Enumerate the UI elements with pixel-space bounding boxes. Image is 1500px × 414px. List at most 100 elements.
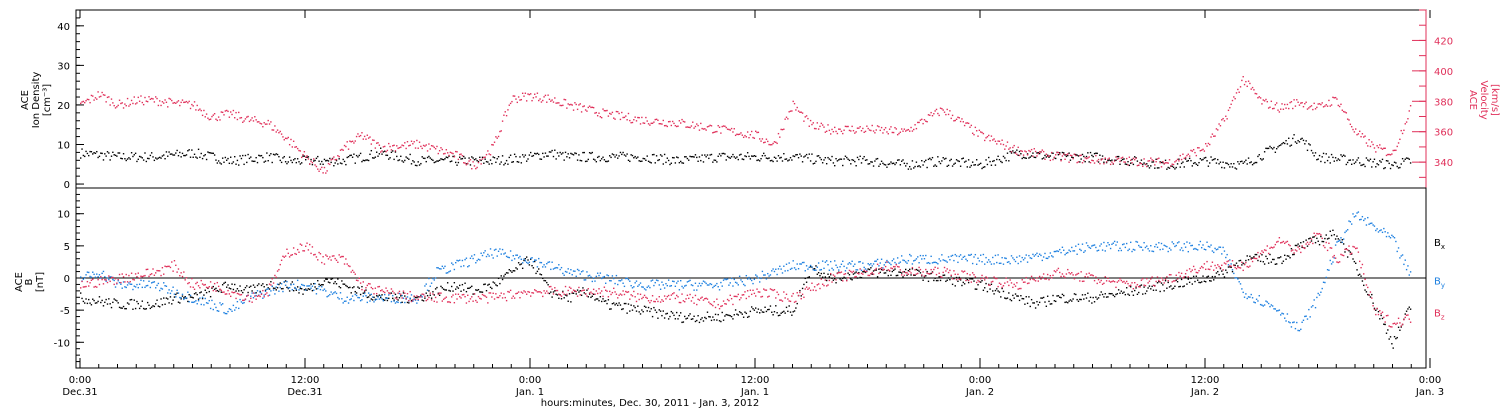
data-point	[482, 157, 483, 158]
data-point	[226, 110, 227, 111]
data-point	[297, 249, 298, 250]
data-point	[280, 131, 281, 132]
data-point	[964, 271, 965, 272]
data-point	[1403, 130, 1404, 131]
data-point	[1084, 250, 1085, 251]
data-point	[175, 294, 176, 295]
data-point	[572, 153, 573, 154]
data-point	[1220, 247, 1221, 248]
data-point	[160, 288, 161, 289]
data-point	[1011, 300, 1012, 301]
data-point	[701, 128, 702, 129]
data-point	[805, 270, 806, 271]
data-point	[688, 281, 689, 282]
data-point	[1072, 298, 1073, 299]
data-point	[1000, 284, 1001, 285]
data-point	[168, 98, 169, 99]
data-point	[413, 298, 414, 299]
data-point	[80, 276, 81, 277]
data-point	[1064, 302, 1065, 303]
data-point	[1261, 254, 1262, 255]
data-point	[549, 151, 550, 152]
data-point	[501, 161, 502, 162]
data-point	[164, 99, 165, 100]
data-point	[100, 302, 101, 303]
data-point	[1106, 296, 1107, 297]
data-point	[904, 275, 905, 276]
data-point	[866, 126, 867, 127]
data-point	[1054, 270, 1055, 271]
data-point	[905, 272, 906, 273]
data-point	[1102, 158, 1103, 159]
data-point	[511, 297, 512, 298]
data-point	[843, 158, 844, 159]
data-point	[648, 307, 649, 308]
data-point	[1384, 231, 1385, 232]
data-point	[818, 283, 819, 284]
data-point	[112, 279, 113, 280]
data-point	[799, 112, 800, 113]
data-point	[211, 116, 212, 117]
data-point	[424, 145, 425, 146]
data-point	[494, 298, 495, 299]
data-point	[134, 96, 135, 97]
data-point	[943, 157, 944, 158]
data-point	[802, 294, 803, 295]
data-point	[517, 161, 518, 162]
data-point	[184, 297, 185, 298]
data-point	[163, 154, 164, 155]
data-point	[671, 125, 672, 126]
data-point	[1388, 154, 1389, 155]
data-point	[1093, 156, 1094, 157]
data-point	[135, 103, 136, 104]
data-point	[830, 160, 831, 161]
data-point	[616, 303, 617, 304]
data-point	[1202, 267, 1203, 268]
data-point	[1086, 297, 1087, 298]
data-point	[324, 288, 325, 289]
data-point	[226, 293, 227, 294]
data-point	[1251, 294, 1252, 295]
data-point	[801, 298, 802, 299]
data-point	[1026, 151, 1027, 152]
data-point	[553, 293, 554, 294]
data-point	[152, 156, 153, 157]
data-point	[1172, 288, 1173, 289]
data-point	[1372, 302, 1373, 303]
data-point	[470, 258, 471, 259]
data-point	[1060, 297, 1061, 298]
data-point	[1078, 244, 1079, 245]
data-point	[134, 279, 135, 280]
data-point	[467, 266, 468, 267]
data-point	[665, 125, 666, 126]
data-point	[1165, 280, 1166, 281]
data-point	[1275, 104, 1276, 105]
data-point	[835, 158, 836, 159]
data-point	[322, 164, 323, 165]
data-point	[1371, 141, 1372, 142]
data-point	[605, 300, 606, 301]
data-point	[1168, 282, 1169, 283]
data-point	[636, 280, 637, 281]
data-point	[983, 254, 984, 255]
data-point	[282, 288, 283, 289]
data-point	[1109, 159, 1110, 160]
data-point	[1198, 244, 1199, 245]
data-point	[779, 315, 780, 316]
data-point	[1141, 284, 1142, 285]
data-point	[1004, 148, 1005, 149]
data-point	[679, 302, 680, 303]
data-point	[175, 296, 176, 297]
data-point	[1119, 161, 1120, 162]
data-point	[1312, 236, 1313, 237]
data-point	[965, 280, 966, 281]
data-point	[300, 243, 301, 244]
data-point	[150, 287, 151, 288]
data-point	[1247, 266, 1248, 267]
data-point	[526, 160, 527, 161]
data-point	[143, 159, 144, 160]
data-point	[767, 141, 768, 142]
data-point	[1142, 249, 1143, 250]
data-point	[270, 121, 271, 122]
data-point	[1326, 277, 1327, 278]
